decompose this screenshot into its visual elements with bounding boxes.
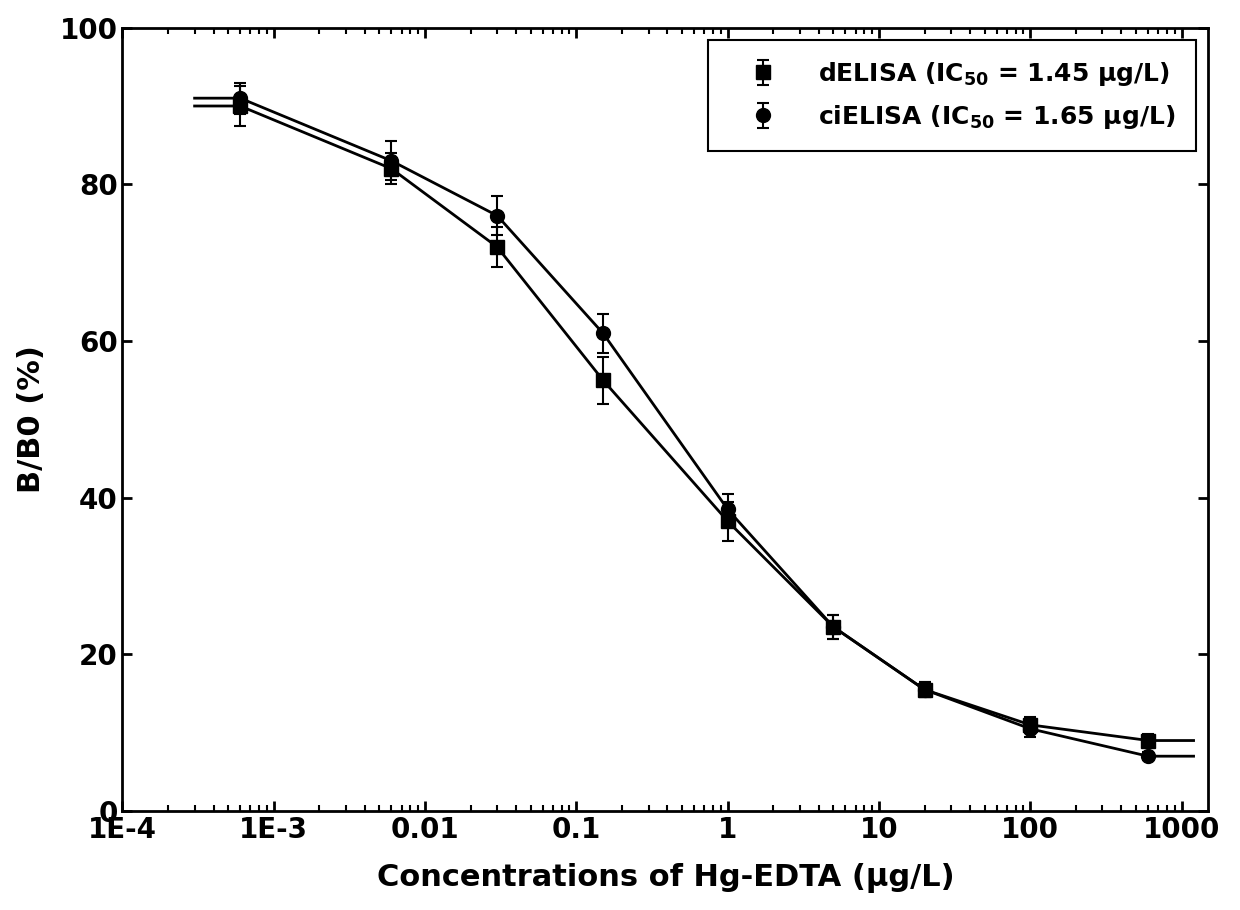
X-axis label: Concentrations of Hg-EDTA (μg/L): Concentrations of Hg-EDTA (μg/L) <box>377 864 954 894</box>
Legend: dELISA (IC$_{50}$ = 1.45 μg/L), ciELISA (IC$_{50}$ = 1.65 μg/L): dELISA (IC$_{50}$ = 1.45 μg/L), ciELISA … <box>708 40 1195 151</box>
Y-axis label: B/B0 (%): B/B0 (%) <box>16 346 46 493</box>
